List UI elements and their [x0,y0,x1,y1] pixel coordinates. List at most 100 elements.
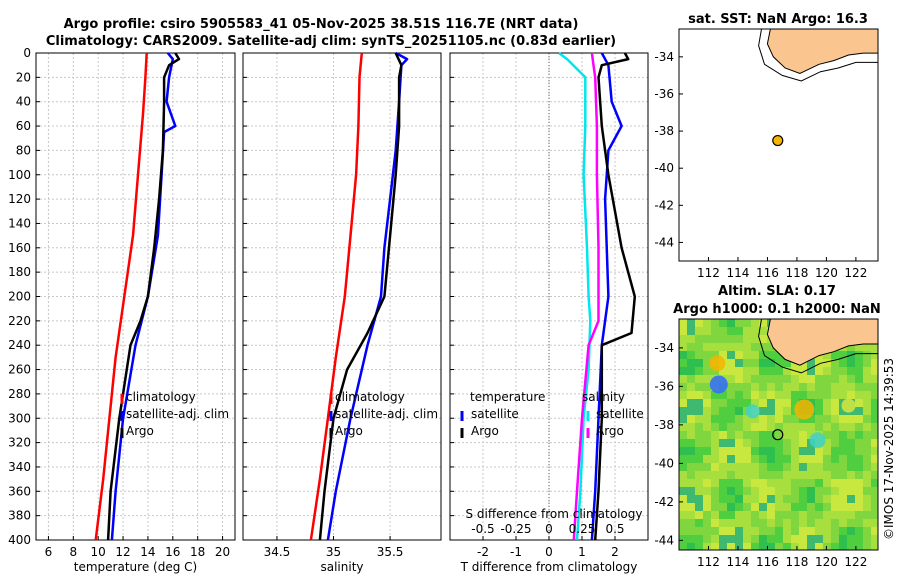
sla-cell [743,447,751,455]
sla-cell [767,527,775,535]
sla-cell [679,479,687,487]
sla-cell [711,407,719,415]
sla-cell [743,471,751,479]
sla-cell [759,479,767,487]
sla-cell [871,439,878,447]
sla-cell [687,359,695,367]
sla-cell [839,487,847,495]
sla-cell [807,511,815,519]
sla-cell [687,407,695,415]
sla-cell [679,423,687,431]
sla-cell [847,479,855,487]
sla-cell [703,479,711,487]
sla-cell [775,527,783,535]
sla-cell [719,543,727,550]
sla-cell [719,335,727,343]
sla-cell [743,367,751,375]
sla-cell [703,527,711,535]
map-y-tick-label: -38 [654,124,674,138]
sla-cell [735,431,743,439]
sla-cell [727,535,735,543]
sla-cell [751,455,759,463]
sla-cell [863,487,871,495]
sla-cell [831,519,839,527]
sla-cell [679,487,687,495]
sla-cell [711,415,719,423]
y-tick-label: 400 [8,533,31,547]
sla-cell [687,351,695,359]
sla-cell [759,543,767,550]
sla-cell [735,343,743,351]
sla-cell [855,423,863,431]
sla-cell [791,399,799,407]
sla-cell [847,343,855,351]
sla-cell [711,399,719,407]
sla-cell [743,335,751,343]
sla-cell [863,431,871,439]
sla-cell [775,535,783,543]
sla-cell [679,535,687,543]
secondary-x-tick-label: 0.25 [569,522,596,536]
sla-cell [759,375,767,383]
sla-cell [751,487,759,495]
sla-cell [743,383,751,391]
sla-cell [767,479,775,487]
sla-cell [687,495,695,503]
sla-cell [855,415,863,423]
sla-cell [735,463,743,471]
sla-cell [791,471,799,479]
sla-cell [695,503,703,511]
sla-cell [735,471,743,479]
sla-cell [791,383,799,391]
sla-cell [775,351,783,359]
sla-anomaly [841,398,856,413]
sla-cell [855,519,863,527]
sla-cell [839,439,847,447]
sla-cell [767,359,775,367]
sla-cell [847,447,855,455]
sla-cell [775,423,783,431]
sla-cell [839,423,847,431]
sla-cell [687,335,695,343]
sla-cell [695,431,703,439]
sla-cell [855,359,863,367]
sla-cell [847,359,855,367]
sla-cell [767,487,775,495]
sla-cell [823,487,831,495]
sla-cell [775,447,783,455]
x-tick-label: 20 [215,545,230,559]
sla-cell [839,391,847,399]
salinity-profile-chart: 34.5 35 35.5 salinity climatology satellite-a… [242,51,442,574]
sla-cell [783,511,791,519]
sla-cell [679,527,687,535]
secondary-x-tick-label: -0.5 [471,522,494,536]
sla-cell [847,375,855,383]
sla-cell [703,487,711,495]
y-tick-label: 260 [8,363,31,377]
sla-cell [823,519,831,527]
sla-cell [807,503,815,511]
sla-cell [687,487,695,495]
sla-cell [679,543,687,550]
sla-cell [735,527,743,535]
map-y-tick-label: -44 [654,533,674,547]
sla-cell [767,407,775,415]
sla-cell [711,527,719,535]
legend-label: satellite [596,407,644,421]
sla-cell [799,391,807,399]
sla-cell [823,359,831,367]
sla-cell [751,439,759,447]
sla-cell [751,519,759,527]
sla-cell [687,543,695,550]
sla-cell [759,351,767,359]
sla-cell [751,431,759,439]
sla-cell [719,423,727,431]
legend-label: Argo [335,424,363,438]
x-tick-label: 10 [91,545,106,559]
sla-cell [719,455,727,463]
sla-cell [703,351,711,359]
sla-cell [759,495,767,503]
sla-cell [823,399,831,407]
sla-cell [863,423,871,431]
sla-cell [767,383,775,391]
